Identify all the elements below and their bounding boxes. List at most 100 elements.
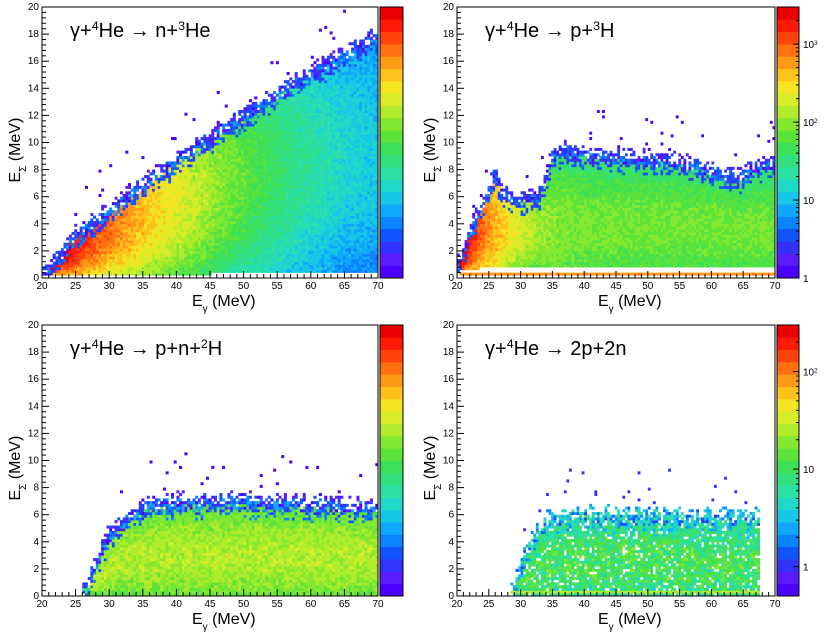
heat-cell-2737: [251, 226, 255, 230]
heat-cell-382: [109, 242, 113, 246]
heat-cell-533: [122, 196, 126, 200]
heat-cell-1186: [171, 180, 175, 184]
heat-cell-285: [98, 242, 102, 246]
heat-cell-2810: [254, 199, 258, 203]
heat-cell-791: [144, 204, 148, 208]
heat-cell-2796: [254, 237, 258, 241]
heat-cell-3000: [262, 193, 266, 197]
heat-cell-676: [136, 242, 140, 246]
heat-cell-4360: [313, 101, 317, 105]
heat-cell-588: [128, 218, 132, 222]
heat-cell-920: [154, 250, 158, 254]
heat-cell-3327: [275, 191, 279, 195]
heat-cell-113: [74, 237, 78, 241]
heat-cell-3790: [294, 248, 298, 252]
heat-cell-3628: [286, 112, 290, 116]
heat-cell-4470: [318, 223, 322, 227]
heat-cell-3919: [297, 99, 301, 103]
heat-cell-931: [154, 221, 158, 225]
heat-cell-3764: [291, 128, 295, 132]
heat-cell-4305: [313, 250, 317, 254]
heat-cell-2109: [222, 193, 226, 197]
heat-cell-4848: [329, 55, 333, 59]
heat-cell-1467: [189, 269, 193, 273]
heat-cell-4964: [334, 183, 338, 187]
heat-cell-4641: [324, 188, 328, 192]
heat-cell-502: [119, 204, 123, 208]
heat-cell-1355: [181, 202, 185, 206]
heat-cell-1475: [189, 248, 193, 252]
heat-cell-4905: [332, 123, 336, 127]
heat-cell-1497: [189, 188, 193, 192]
heat-cell-4041: [302, 158, 306, 162]
heat-cell-2340: [232, 169, 236, 173]
heat-cell-2856: [257, 248, 261, 252]
heat-cell-4500: [318, 142, 322, 146]
heat-cell-134: [76, 231, 80, 235]
heat-cell-4038: [302, 166, 306, 170]
heat-cell-4748: [326, 112, 330, 116]
heat-cell-1103: [165, 177, 169, 181]
heat-cell-4147: [305, 74, 309, 78]
heat-cell-23: [55, 267, 59, 271]
heat-cell-2121: [222, 161, 226, 165]
heat-cell-2362: [235, 269, 239, 273]
heat-cell-4585: [321, 123, 325, 127]
heat-cell-2814: [254, 188, 258, 192]
heat-cell-2284: [230, 166, 234, 170]
heat-cell-2418: [238, 269, 242, 273]
heat-cell-17: [52, 264, 56, 268]
heat-cell-3202: [270, 169, 274, 173]
heat-cell-3953: [300, 202, 304, 206]
heat-cell-2475: [238, 112, 242, 116]
heat-cell-2924: [259, 229, 263, 233]
heat-cell-2541: [243, 256, 247, 260]
heat-cell-841: [149, 264, 153, 268]
heat-cell-2617: [246, 215, 250, 219]
heat-cell-4636: [324, 202, 328, 206]
heat-cell-267: [95, 234, 99, 238]
heat-cell-1493: [189, 199, 193, 203]
heat-cell-1175: [171, 210, 175, 214]
heat-cell-4423: [316, 139, 320, 143]
heat-cell-606: [130, 259, 134, 263]
heat-cell-664: [133, 185, 137, 189]
heat-cell-697: [136, 183, 140, 187]
heat-cell-320: [101, 207, 105, 211]
heat-cell-2477: [240, 269, 244, 273]
heat-cell-2035: [219, 253, 223, 257]
heat-cell-189: [85, 223, 88, 227]
heat-cell-4492: [318, 164, 322, 168]
heat-cell-1879: [211, 237, 215, 241]
heat-cell-3421: [278, 115, 282, 119]
heat-cell-806: [146, 259, 150, 263]
heat-cell-539: [125, 261, 129, 265]
heat-cell-4554: [321, 207, 325, 211]
heat-cell-1431: [187, 245, 191, 249]
heat-cell-2243: [227, 128, 231, 132]
heat-cell-1486: [189, 218, 193, 222]
heat-cell-673: [136, 250, 140, 254]
heat-cell-3130: [267, 191, 271, 195]
heat-cell-2488: [240, 240, 244, 244]
heat-cell-1419: [184, 147, 188, 151]
heat-cell-2750: [251, 191, 255, 195]
heat-cell-175: [85, 261, 88, 265]
heat-cell-2646: [246, 137, 250, 141]
heat-cell-2618: [246, 212, 250, 216]
heat-cell-1086: [165, 223, 169, 227]
heat-cell-3579: [286, 245, 290, 249]
heat-cell-2848: [257, 269, 261, 273]
heat-cell-4660: [324, 137, 328, 141]
heat-cell-656: [133, 207, 137, 211]
heat-cell-2372: [235, 242, 239, 246]
heat-cell-3357: [275, 109, 279, 113]
heat-cell-2416: [235, 123, 239, 127]
heat-cell-2669: [248, 240, 252, 244]
heat-cell-4229: [310, 248, 314, 252]
heat-cell-225: [90, 234, 94, 238]
heat-cell-2879: [257, 185, 261, 189]
heat-cell-159: [82, 256, 86, 260]
heat-cell-1683: [200, 215, 204, 219]
heat-cell-2673: [248, 229, 252, 233]
